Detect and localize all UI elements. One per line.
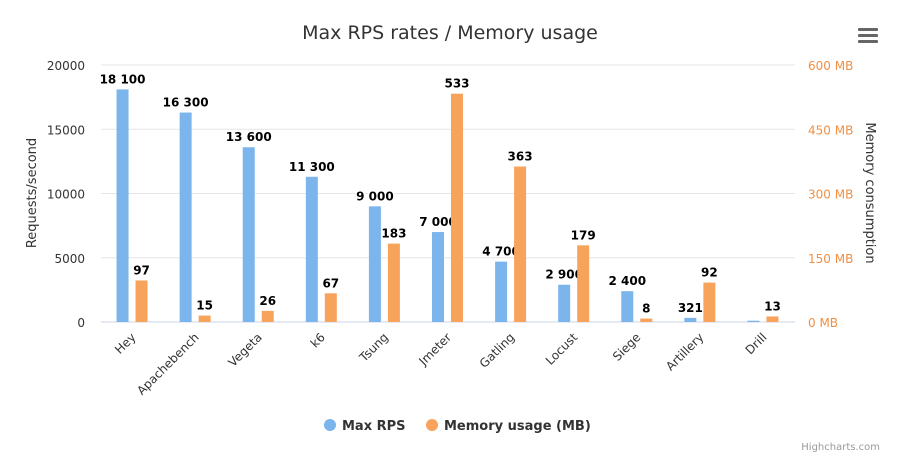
data-label: 2 400 xyxy=(608,274,646,288)
x-tick-label: Artillery xyxy=(663,330,706,373)
data-label: 9 000 xyxy=(356,189,394,203)
data-label: 67 xyxy=(322,276,339,290)
rps-bar xyxy=(242,147,255,322)
rps-bar xyxy=(558,284,571,322)
memory-bar xyxy=(387,243,400,322)
rps-bar xyxy=(116,89,129,322)
data-label: 92 xyxy=(701,266,718,280)
data-label: 13 xyxy=(764,299,781,313)
rps-bar xyxy=(432,232,444,322)
rps-bar xyxy=(495,261,508,322)
hamburger-menu-icon[interactable] xyxy=(858,28,878,44)
data-label: 13 600 xyxy=(226,130,272,144)
memory-bar xyxy=(261,310,274,322)
data-label: 16 300 xyxy=(163,96,209,110)
memory-bar xyxy=(514,166,527,322)
legend-marker xyxy=(324,419,336,431)
y-right-tick: 0 MB xyxy=(808,316,838,330)
data-label: 4 700 xyxy=(482,245,520,259)
y-left-tick: 20000 xyxy=(47,59,85,73)
memory-bar xyxy=(640,318,653,322)
data-label: 11 300 xyxy=(289,160,335,174)
data-label: 2 900 xyxy=(545,268,583,282)
x-tick-label: Hey xyxy=(112,330,139,357)
data-label: 183 xyxy=(381,227,406,241)
y-right-tick: 300 MB xyxy=(808,188,853,202)
x-tick-label: Tsung xyxy=(356,330,391,365)
y-left-tick: 15000 xyxy=(47,123,85,137)
y-right-tick: 150 MB xyxy=(808,252,853,266)
memory-bar xyxy=(198,315,211,322)
x-tick-label: Gatling xyxy=(477,330,517,370)
memory-bar xyxy=(135,280,148,322)
data-label: 8 xyxy=(642,302,650,316)
data-label: 533 xyxy=(444,77,469,91)
data-label: 26 xyxy=(259,294,276,308)
x-tick-label: Vegeta xyxy=(225,330,264,369)
data-label: 321 xyxy=(678,301,703,315)
y-right-tick: 450 MB xyxy=(808,123,853,137)
data-label: 15 xyxy=(196,299,213,313)
y-left-tick: 5000 xyxy=(54,252,85,266)
chart-title: Max RPS rates / Memory usage xyxy=(302,22,598,44)
x-tick-label: k6 xyxy=(308,330,328,350)
rps-bar xyxy=(368,206,381,322)
data-label: 97 xyxy=(133,263,150,277)
rps-bar xyxy=(621,291,634,322)
data-label: 179 xyxy=(571,228,596,242)
data-label: 363 xyxy=(508,150,533,164)
y-right-tick: 600 MB xyxy=(808,59,853,73)
rps-bar xyxy=(179,112,192,322)
memory-bar xyxy=(577,245,590,322)
x-tick-label: Jmeter xyxy=(415,330,454,369)
x-tick-label: Siege xyxy=(610,330,643,363)
legend-item[interactable]: Memory usage (MB) xyxy=(444,419,591,434)
x-tick-label: Drill xyxy=(743,330,770,357)
memory-bar xyxy=(324,293,337,322)
legend-marker xyxy=(426,419,438,431)
memory-bar xyxy=(703,282,716,322)
memory-bar xyxy=(451,93,463,322)
legend-item[interactable]: Max RPS xyxy=(342,419,406,434)
x-tick-label: Locust xyxy=(543,330,581,368)
y-left-tick: 10000 xyxy=(47,188,85,202)
rps-bar xyxy=(747,320,760,322)
data-label: 18 100 xyxy=(100,72,146,86)
rps-bar xyxy=(305,176,318,322)
credits-link[interactable]: Highcharts.com xyxy=(801,442,880,453)
y-left-tick: 0 xyxy=(77,316,85,330)
y-left-label: Requests/second xyxy=(25,138,40,248)
data-label: 7 000 xyxy=(419,215,457,229)
rps-bar xyxy=(684,317,697,322)
x-tick-label: Apachebench xyxy=(134,330,202,398)
y-right-label: Memory consumption xyxy=(862,122,877,263)
memory-bar xyxy=(766,316,779,322)
